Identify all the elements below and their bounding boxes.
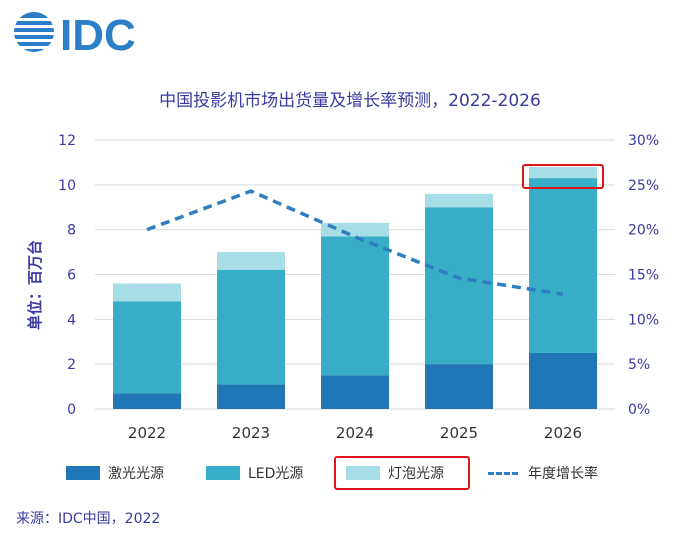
bar-segment <box>217 252 285 271</box>
y-tick-label: 2 <box>67 357 76 373</box>
y2-tick-label: 25% <box>628 178 659 194</box>
legend-swatch <box>346 466 380 480</box>
highlight-box-legend <box>334 456 470 490</box>
y2-tick-label: 20% <box>628 223 659 239</box>
y2-tick-label: 30% <box>628 133 659 149</box>
y-tick-label: 6 <box>67 268 76 284</box>
y-tick-label: 10 <box>58 178 76 194</box>
bar-segment <box>321 236 389 376</box>
bar-segment <box>113 393 181 409</box>
legend-swatch <box>66 466 100 480</box>
bar-segment <box>529 178 597 353</box>
bar-segment <box>321 375 389 409</box>
y2-tick-label: 15% <box>628 268 659 284</box>
bar-segment <box>113 283 181 302</box>
bar-segment <box>529 166 597 179</box>
bar-segment <box>217 384 285 409</box>
x-tick-label: 2024 <box>336 424 374 442</box>
legend-label: 年度增长率 <box>528 466 598 482</box>
legend-swatch <box>488 471 518 475</box>
y2-tick-label: 10% <box>628 312 659 328</box>
y-tick-label: 8 <box>67 223 76 239</box>
legend-label: LED光源 <box>248 466 304 482</box>
y2-tick-label: 0% <box>628 402 650 418</box>
bar-segment <box>425 207 493 365</box>
legend-item-growth: 年度增长率 <box>488 460 598 486</box>
bar-segment <box>113 301 181 394</box>
bar-segment <box>425 364 493 409</box>
y-axis-label: 单位：百万台 <box>26 240 44 330</box>
x-tick-label: 2023 <box>232 424 270 442</box>
x-tick-label: 2022 <box>128 424 166 442</box>
y-tick-label: 12 <box>58 133 76 149</box>
x-tick-label: 2026 <box>544 424 582 442</box>
highlight-box-2026-bulb <box>522 164 604 189</box>
x-tick-label: 2025 <box>440 424 478 442</box>
legend: 激光光源 LED光源 灯泡光源 年度增长率 <box>0 460 700 486</box>
idc-logo: IDC <box>14 11 136 56</box>
bar-segment <box>529 352 597 409</box>
y-tick-label: 0 <box>67 402 76 418</box>
bar-segment <box>217 270 285 385</box>
legend-label: 灯泡光源 <box>388 466 444 482</box>
legend-item-laser: 激光光源 <box>66 460 164 486</box>
legend-swatch <box>206 466 240 480</box>
bar-segment <box>321 222 389 237</box>
y-tick-label: 4 <box>67 312 76 328</box>
chart-title: 中国投影机市场出货量及增长率预测，2022-2026 <box>159 91 541 111</box>
y2-tick-label: 5% <box>628 357 650 373</box>
globe-icon <box>14 12 54 52</box>
source-note: 来源：IDC中国，2022 <box>16 511 161 527</box>
logo-text: IDC <box>60 11 136 56</box>
bar-segment <box>425 193 493 208</box>
legend-label: 激光光源 <box>108 466 164 482</box>
legend-item-led: LED光源 <box>206 460 303 486</box>
legend-item-bulb: 灯泡光源 <box>346 460 444 486</box>
